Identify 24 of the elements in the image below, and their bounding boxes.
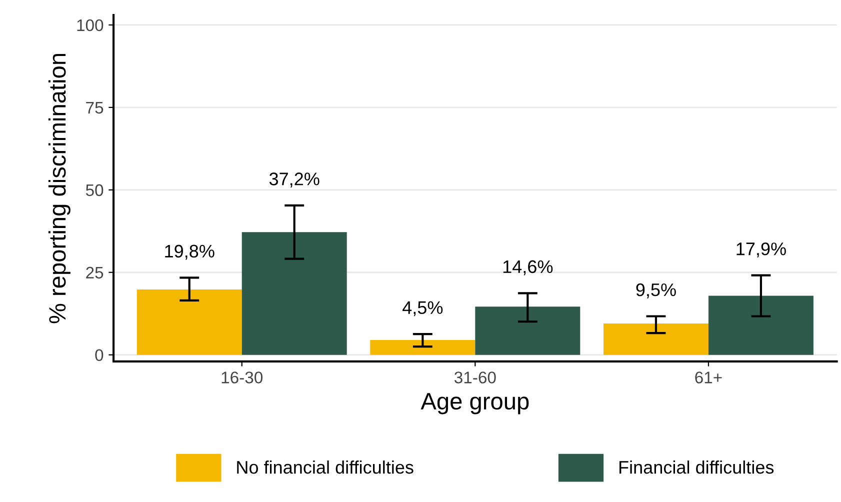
y-tick-label: 25 bbox=[86, 266, 104, 279]
bar bbox=[603, 324, 708, 355]
data-label: 17,9% bbox=[736, 242, 786, 258]
x-tick-label: 16-30 bbox=[222, 372, 263, 384]
data-label: 9,5% bbox=[636, 283, 676, 298]
data-label: 14,6% bbox=[503, 260, 553, 276]
legend-label: No financial difficulties bbox=[237, 460, 414, 474]
y-tick-label: 50 bbox=[86, 184, 104, 196]
bar bbox=[475, 306, 580, 355]
x-tick-label: 31-60 bbox=[454, 372, 496, 384]
bar bbox=[242, 232, 347, 355]
y-axis-title: % reporting discrimination bbox=[48, 54, 70, 324]
x-axis-title: Age group bbox=[420, 393, 529, 414]
legend-label: Financial difficulties bbox=[619, 460, 774, 474]
y-tick-label: 0 bbox=[95, 349, 104, 362]
bar bbox=[708, 296, 814, 355]
data-label: 37,2% bbox=[269, 172, 320, 188]
data-label: 4,5% bbox=[402, 301, 443, 316]
y-tick-label: 100 bbox=[77, 19, 104, 32]
bar bbox=[370, 340, 476, 355]
x-tick-label: 61+ bbox=[695, 372, 722, 384]
bar bbox=[136, 290, 242, 355]
y-tick-label: 75 bbox=[86, 102, 104, 114]
data-label: 19,8% bbox=[165, 244, 214, 260]
